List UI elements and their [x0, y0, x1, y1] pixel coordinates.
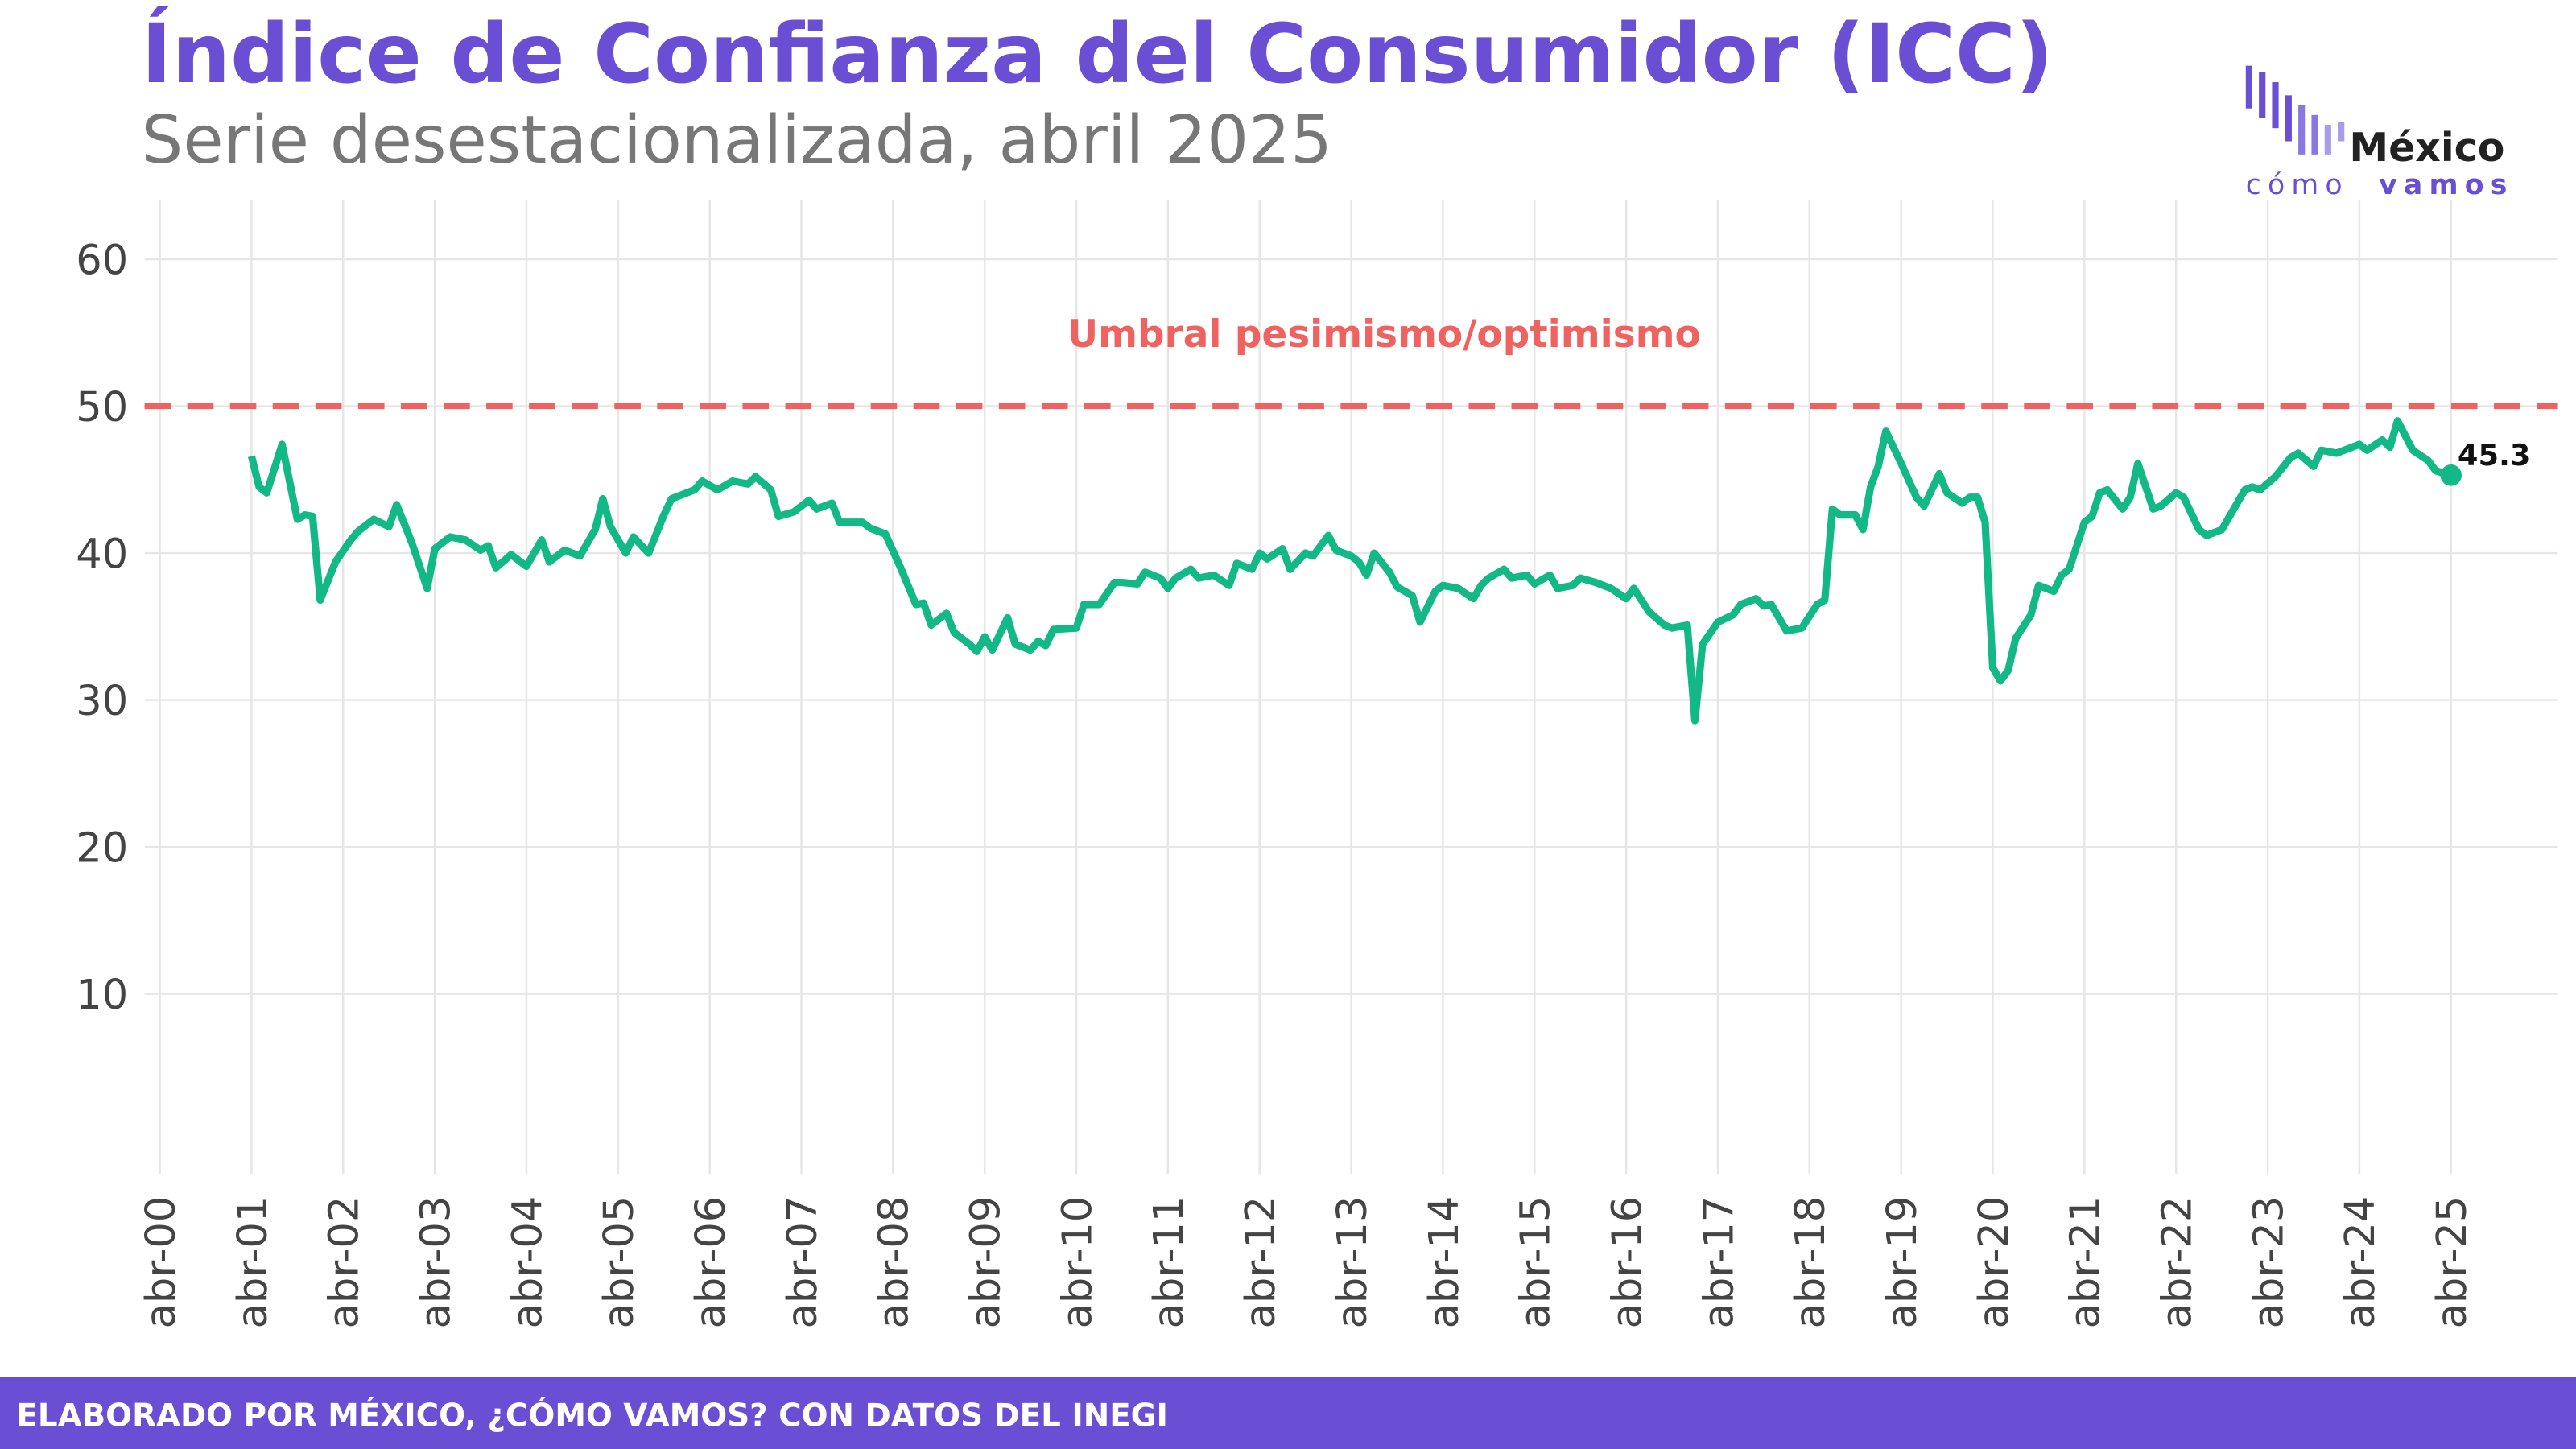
x-tick-label: abr-12 — [1237, 1196, 1285, 1329]
x-tick-label: abr-09 — [963, 1196, 1010, 1329]
y-tick-label: 40 — [76, 530, 128, 578]
x-tick-label: abr-22 — [2154, 1196, 2202, 1329]
x-tick-label: abr-18 — [1787, 1196, 1835, 1329]
x-tick-label: abr-14 — [1421, 1196, 1468, 1329]
x-tick-label: abr-02 — [321, 1196, 369, 1329]
threshold-label: Umbral pesimismo/optimismo — [1067, 312, 1701, 357]
logo-tag: cómo — [2246, 169, 2349, 201]
x-tick-label: abr-16 — [1604, 1196, 1651, 1329]
x-tick-label: abr-04 — [504, 1196, 551, 1329]
x-tick-label: abr-03 — [412, 1196, 460, 1329]
logo-tag: vamos — [2379, 169, 2513, 201]
x-tick-label: abr-00 — [138, 1196, 185, 1329]
x-tick-label: abr-15 — [1513, 1196, 1560, 1329]
x-tick-label: abr-13 — [1329, 1196, 1377, 1329]
x-tick-label: abr-08 — [871, 1196, 919, 1329]
x-tick-label: abr-10 — [1054, 1196, 1101, 1329]
source-note: ELABORADO POR MÉXICO, ¿CÓMO VAMOS? CON D… — [16, 1396, 1168, 1434]
x-tick-label: abr-01 — [229, 1196, 277, 1329]
x-tick-label: abr-05 — [596, 1196, 643, 1329]
x-tick-label: abr-25 — [2429, 1196, 2476, 1329]
plot-area: 10 20 30 40 50 60 abr-00 abr-01 abr-02 abr-03 abr-… — [76, 200, 2558, 1329]
y-tick-label: 20 — [76, 824, 128, 872]
x-tick-label: abr-19 — [1879, 1196, 1926, 1329]
y-tick-label: 50 — [76, 384, 128, 431]
x-tick-label: abr-24 — [2337, 1196, 2384, 1329]
logo: México cómo vamos — [2245, 65, 2513, 201]
data-label: 45.3 — [2458, 438, 2531, 473]
chart-subtitle: Serie desestacionalizada, abril 2025 — [142, 102, 1332, 179]
x-tick-label: abr-17 — [1695, 1196, 1743, 1329]
x-tick-label: abr-23 — [2245, 1196, 2293, 1329]
y-tick-label: 60 — [76, 237, 128, 284]
x-tick-label: abr-06 — [687, 1196, 735, 1329]
x-tick-label: abr-11 — [1146, 1196, 1193, 1329]
y-tick-label: 30 — [76, 678, 128, 725]
footer-bar — [0, 1377, 2576, 1449]
end-point — [2440, 464, 2462, 486]
x-tick-label: abr-07 — [779, 1196, 827, 1329]
series-line — [247, 417, 2453, 724]
logo-bars — [2245, 65, 2345, 155]
x-tick-label: abr-21 — [2062, 1196, 2110, 1329]
y-tick-label: 10 — [76, 972, 128, 1019]
logo-name: México — [2349, 125, 2504, 171]
x-tick-label: abr-20 — [1971, 1196, 2018, 1329]
chart-title: Índice de Confianza del Consumidor (ICC) — [142, 6, 2054, 102]
